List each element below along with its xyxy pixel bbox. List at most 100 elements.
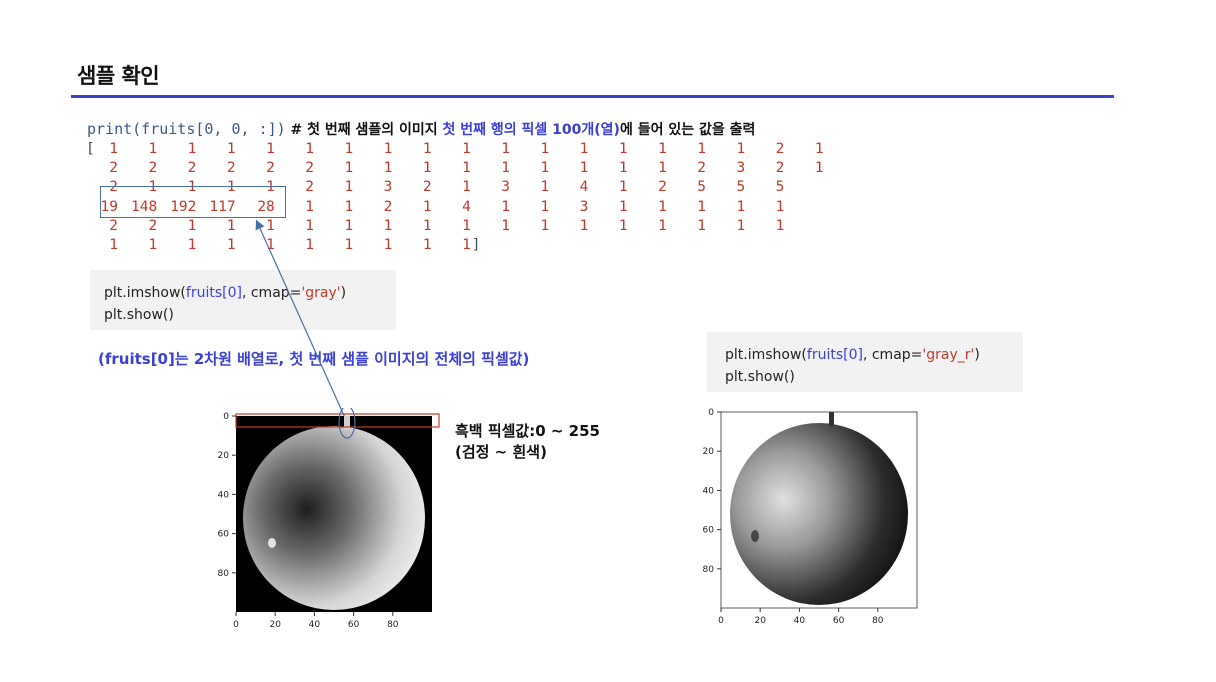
matrix-cell: 1 xyxy=(579,160,589,176)
matrix-cell: 1 xyxy=(305,218,314,234)
matrix-cell: 1 xyxy=(383,237,393,253)
matrix-cell: 1 xyxy=(462,237,471,253)
matrix-cell: 1 xyxy=(422,218,432,234)
y-tick-label: 20 xyxy=(218,451,230,461)
matrix-cell: 2 xyxy=(266,160,275,176)
x-tick-label: 0 xyxy=(718,616,724,626)
code-line-imshow: plt.imshow(fruits[0], cmap='gray_r') xyxy=(725,347,980,363)
matrix-cell: 1 xyxy=(736,199,746,215)
matrix-cell: 1 xyxy=(305,199,314,215)
apple-image-gray: 0 20 40 60 80 0 20 40 60 80 xyxy=(218,408,440,630)
matrix-cell: 1 xyxy=(501,218,510,234)
y-tick-label: 0 xyxy=(223,412,229,422)
matrix-cell: 1 xyxy=(266,218,275,234)
matrix-cell: 1 xyxy=(344,160,354,176)
matrix-cell: 1 xyxy=(618,218,628,234)
matrix-cell: 1 xyxy=(109,141,118,157)
matrix-cell: 2 xyxy=(775,160,785,176)
matrix-cell: 1 xyxy=(540,179,550,195)
matrix-cell: 1 xyxy=(422,160,432,176)
apple-spot xyxy=(751,530,759,542)
matrix-cell: 2 xyxy=(305,160,314,176)
matrix-cell: 1 xyxy=(540,160,550,176)
matrix-cell: 1 xyxy=(148,179,158,195)
matrix-cell: 1 xyxy=(501,199,510,215)
y-tick-label: 40 xyxy=(218,490,230,500)
matrix-cell: 1 xyxy=(187,141,197,157)
matrix-cell: 1 xyxy=(266,141,275,157)
pixel-range-note: 흑백 픽셀값:0 ~ 255 (검정 ~ 흰색) xyxy=(455,421,600,463)
y-tick-label: 0 xyxy=(708,408,714,418)
matrix-cell: 192 xyxy=(170,199,197,215)
matrix-cell: 2 xyxy=(422,179,432,195)
matrix-cell: 1 xyxy=(422,141,432,157)
matrix-cell: 1 xyxy=(462,141,471,157)
stem-circle xyxy=(338,408,356,439)
matrix-cell: 1 xyxy=(618,141,628,157)
matrix-cell: 28 xyxy=(257,199,275,215)
matrix-cell: 1 xyxy=(501,160,510,176)
y-tick-label: 60 xyxy=(218,530,230,540)
axes: 0 20 40 60 80 0 20 40 60 80 xyxy=(218,412,399,630)
x-tick-label: 40 xyxy=(794,616,806,626)
x-tick-label: 80 xyxy=(872,616,884,626)
matrix-cell: 1 xyxy=(226,218,236,234)
matrix-cell: 1 xyxy=(579,218,589,234)
matrix-cell: 1 xyxy=(109,237,118,253)
matrix-cell: 2 xyxy=(775,141,785,157)
close-bracket: ] xyxy=(471,237,481,253)
arrow-line xyxy=(255,219,347,421)
apple-shape xyxy=(730,423,908,605)
matrix-cell: 1 xyxy=(226,141,236,157)
x-tick-label: 40 xyxy=(309,620,321,630)
matrix-cell: 2 xyxy=(383,199,393,215)
matrix-cell: 4 xyxy=(462,199,471,215)
apple-stem xyxy=(829,412,834,426)
matrix-cell: 1 xyxy=(383,218,393,234)
x-tick-label: 60 xyxy=(833,616,845,626)
matrix-cell: 1 xyxy=(187,218,197,234)
pixel-range-line2: (검정 ~ 흰색) xyxy=(455,443,547,461)
matrix-cell: 1 xyxy=(618,179,628,195)
matrix-cell: 3 xyxy=(383,179,393,195)
apple-stem xyxy=(344,416,350,430)
y-tick-label: 80 xyxy=(703,565,715,575)
matrix-cell: 1 xyxy=(697,199,706,215)
matrix-cell: 2 xyxy=(109,160,118,176)
x-tick-label: 80 xyxy=(387,620,399,630)
matrix-cell: 1 xyxy=(540,218,550,234)
comment-highlight: 첫 번째 행의 픽셀 100개(열) xyxy=(442,122,620,138)
y-tick-label: 20 xyxy=(703,447,715,457)
print-code: print(fruits[0, 0, :]) xyxy=(87,120,286,138)
x-tick-label: 20 xyxy=(269,620,281,630)
matrix-cell: 1 xyxy=(658,218,667,234)
code-line-imshow: plt.imshow(fruits[0], cmap='gray') xyxy=(104,285,347,301)
matrix-cell: 5 xyxy=(775,179,785,195)
matrix-cell: 1 xyxy=(344,218,354,234)
pixel-range-line1: 흑백 픽셀값:0 ~ 255 xyxy=(455,422,600,440)
highlight-box xyxy=(100,186,286,218)
apple-shape xyxy=(243,426,425,610)
matrix-cell: 1 xyxy=(344,141,354,157)
matrix-cell: 1 xyxy=(775,199,785,215)
matrix-cell: 2 xyxy=(109,218,118,234)
matrix-cell: 1 xyxy=(501,141,510,157)
x-tick-label: 60 xyxy=(348,620,360,630)
matrix-cell: 1 xyxy=(540,141,550,157)
matrix-cell: 1 xyxy=(226,237,236,253)
matrix-cell: 1 xyxy=(540,199,550,215)
matrix-cell: 1 xyxy=(344,237,354,253)
matrix-cell: 3 xyxy=(501,179,510,195)
description-text: (fruits[0]는 2차원 배열로, 첫 번째 샘플 이미지의 전체의 픽셀… xyxy=(98,350,530,368)
matrix-cell: 117 xyxy=(209,199,236,215)
matrix-cell: 1 xyxy=(383,141,393,157)
matrix-cell: 1 xyxy=(736,218,746,234)
code-line-show: plt.show() xyxy=(104,307,174,323)
y-tick-label: 40 xyxy=(703,486,715,496)
matrix-cell: 1 xyxy=(266,179,275,195)
matrix-cell: 1 xyxy=(422,237,432,253)
code-line-show: plt.show() xyxy=(725,369,795,385)
matrix-cell: 1 xyxy=(226,179,236,195)
matrix-cell: 2 xyxy=(109,179,118,195)
